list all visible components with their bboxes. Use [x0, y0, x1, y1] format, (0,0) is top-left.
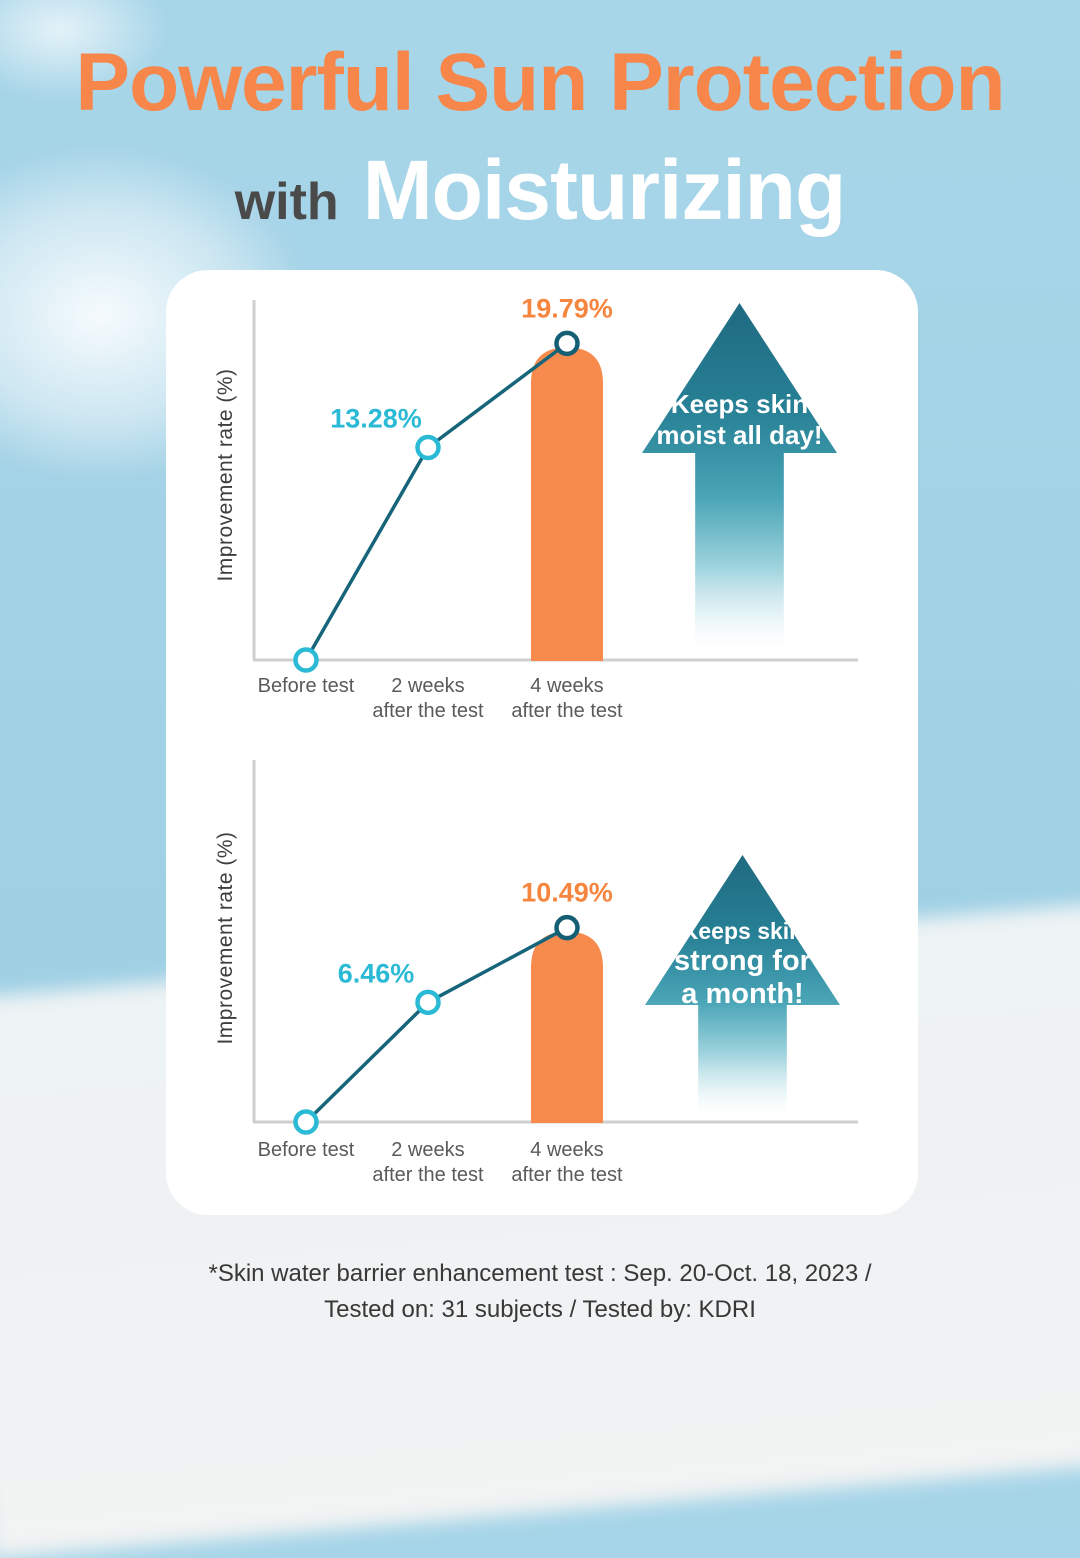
data-point-marker	[554, 330, 580, 357]
page-title: Powerful Sun Protection	[75, 37, 1005, 128]
value-label: 10.49%	[521, 878, 613, 908]
arrow-caption: Keeps skin moist all day!	[631, 389, 848, 451]
page-subtitle: with Moisturizing	[0, 142, 1080, 239]
test-disclaimer: *Skin water barrier enhancement test : S…	[0, 1256, 1080, 1328]
x-tick-label: Before test	[257, 675, 355, 697]
value-label: 19.79%	[521, 293, 613, 323]
up-arrow-icon	[641, 303, 838, 655]
highlight-bar	[531, 347, 603, 661]
x-tick-label: Before test	[257, 1139, 355, 1161]
data-point-marker	[554, 914, 580, 941]
annotation-arrow-strength: Keeps skin strong for a month!	[644, 855, 841, 1120]
stats-card: Improvement rate (%) 13.28% 19.79% Before…	[166, 270, 918, 1215]
data-line	[304, 926, 568, 1124]
x-tick-label: 2 weeks after the test	[372, 1139, 484, 1186]
data-point-marker	[415, 989, 441, 1016]
x-axis-labels: Before test 2 weeks after the test 4 weeks a…	[246, 674, 866, 744]
y-axis-label: Improvement rate (%)	[214, 831, 237, 1045]
annotation-arrow-moisture: Keeps skin moist all day!	[641, 303, 838, 655]
x-tick-label: 4 weeks after the test	[511, 1139, 623, 1186]
x-tick-label: 2 weeks after the test	[372, 675, 484, 722]
disclaimer-line-2: Tested on: 31 subjects / Tested by: KDRI	[324, 1296, 756, 1323]
data-point-marker	[293, 1109, 319, 1135]
subtitle-prefix: with	[234, 173, 339, 231]
arrow-caption-line: a month!	[681, 978, 804, 1010]
value-label: 6.46%	[338, 958, 415, 988]
subtitle-main: Moisturizing	[362, 143, 847, 237]
value-label: 13.28%	[330, 404, 422, 434]
arrow-caption: Keeps skin strong for a month!	[634, 917, 851, 1011]
arrow-caption-line: moist all day!	[656, 420, 823, 450]
x-axis-labels: Before test 2 weeks after the test 4 weeks a…	[246, 1138, 866, 1208]
y-axis-label: Improvement rate (%)	[214, 368, 237, 582]
data-line	[304, 341, 569, 661]
data-point-marker	[293, 647, 319, 673]
line-chart-strength: 6.46% 10.49%	[252, 760, 858, 1135]
data-point-marker	[415, 434, 441, 461]
arrow-caption-line: Keeps skin	[670, 389, 809, 419]
highlight-bar	[531, 931, 603, 1123]
line-chart-moisture: 13.28% 19.79%	[252, 293, 858, 673]
x-tick-label: 4 weeks after the test	[511, 675, 623, 722]
up-arrow-icon	[644, 855, 841, 1120]
arrow-caption-line: Keeps skin	[681, 918, 804, 944]
arrow-caption-line: strong for	[674, 945, 811, 977]
disclaimer-line-1: *Skin water barrier enhancement test : S…	[208, 1260, 872, 1287]
